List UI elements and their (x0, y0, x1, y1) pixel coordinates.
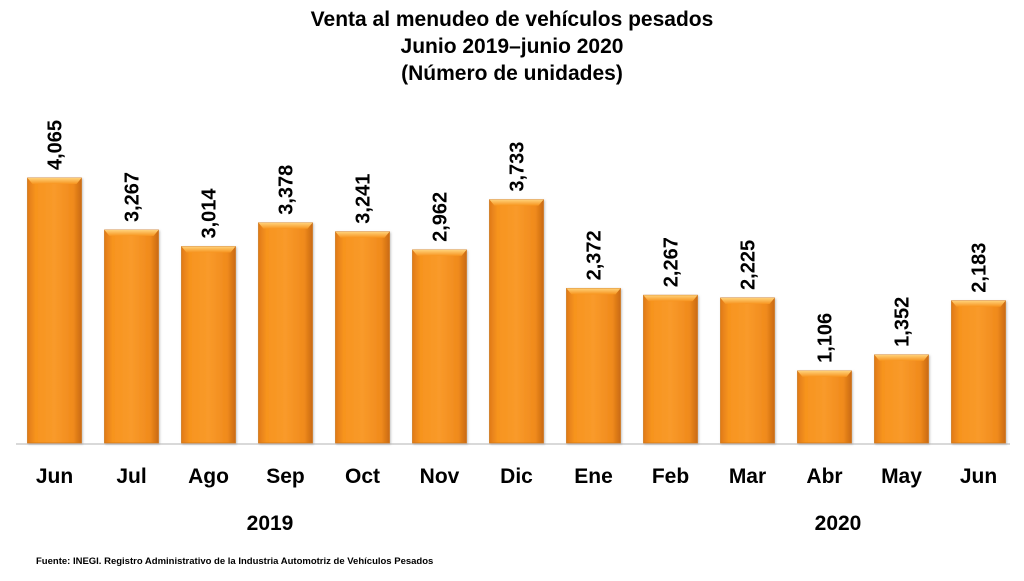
data-label: 3,014 (199, 188, 221, 239)
year-group-label: 2019 (247, 512, 294, 535)
bar-ago-2 (181, 246, 236, 444)
x-tick-label: Jul (116, 465, 146, 488)
bar-bevel (797, 370, 852, 377)
bar-bevel (643, 295, 698, 302)
bar-jun-12 (951, 300, 1006, 444)
bar-body (258, 222, 313, 444)
bar-bevel (874, 354, 929, 361)
x-tick-label: May (881, 465, 922, 488)
bar-bevel (181, 246, 236, 253)
data-label: 2,183 (969, 243, 991, 293)
bar-mar-9 (720, 297, 775, 444)
data-label: 3,267 (122, 172, 144, 222)
bar-bevel (104, 230, 159, 237)
bar-body (489, 199, 544, 444)
bar-jul-1 (104, 229, 159, 444)
x-tick-label: Ago (188, 465, 229, 488)
bar-body (797, 370, 852, 444)
source-note: Fuente: INEGI. Registro Administrativo d… (36, 556, 434, 567)
data-label: 1,352 (892, 297, 914, 347)
x-tick-label: Dic (500, 465, 533, 488)
bar-body (720, 297, 775, 444)
year-group-label: 2020 (815, 512, 862, 535)
x-tick-label: Sep (266, 465, 305, 488)
x-tick-label: Jun (36, 465, 73, 488)
bar-bevel (720, 297, 775, 304)
bar-feb-8 (643, 294, 698, 444)
bar-body (104, 229, 159, 444)
bar-bevel (258, 222, 313, 229)
bar-body (643, 294, 698, 444)
bar-dic-6 (489, 199, 544, 444)
bar-body (335, 231, 390, 444)
bar-bevel (412, 249, 467, 256)
bar-bevel (335, 231, 390, 238)
data-label: 2,225 (738, 240, 760, 290)
bar-oct-4 (335, 231, 390, 444)
data-label: 3,378 (276, 165, 298, 215)
bar-body (27, 177, 82, 444)
bar-abr-10 (797, 370, 852, 444)
bar-bevel (27, 178, 82, 184)
data-label: 3,733 (507, 142, 529, 192)
data-label: 3,241 (353, 174, 375, 224)
data-label: 2,372 (584, 230, 606, 280)
bar-sep-3 (258, 222, 313, 444)
x-tick-label: Jun (960, 465, 997, 488)
bar-bevel (489, 199, 544, 206)
x-tick-label: Ene (574, 465, 613, 488)
bar-body (566, 287, 621, 444)
data-label: 2,962 (430, 192, 452, 242)
bar-body (181, 246, 236, 444)
x-tick-label: Abr (806, 465, 842, 488)
bar-jun-0 (27, 177, 82, 444)
bar-nov-5 (412, 249, 467, 444)
bar-body (412, 249, 467, 444)
data-label: 4,065 (45, 120, 67, 170)
bar-body (951, 300, 1006, 444)
bar-ene-7 (566, 287, 621, 444)
chart-title: Venta al menudeo de vehículos pesados (310, 8, 714, 31)
bar-may-11 (874, 354, 929, 444)
bar-body (874, 354, 929, 444)
bar-bevel (566, 288, 621, 295)
x-tick-label: Nov (420, 465, 460, 488)
chart-title-block: Venta al menudeo de vehículos pesados Ju… (0, 6, 1024, 87)
x-tick-label: Mar (729, 465, 766, 488)
chart-subtitle-period: Junio 2019–junio 2020 (400, 35, 624, 58)
data-label: 1,106 (815, 313, 837, 363)
bar-bevel (951, 300, 1006, 307)
x-tick-label: Oct (345, 465, 380, 488)
x-tick-label: Feb (652, 465, 689, 488)
data-label: 2,267 (661, 237, 683, 287)
chart-subtitle-units: (Número de unidades) (401, 62, 623, 85)
